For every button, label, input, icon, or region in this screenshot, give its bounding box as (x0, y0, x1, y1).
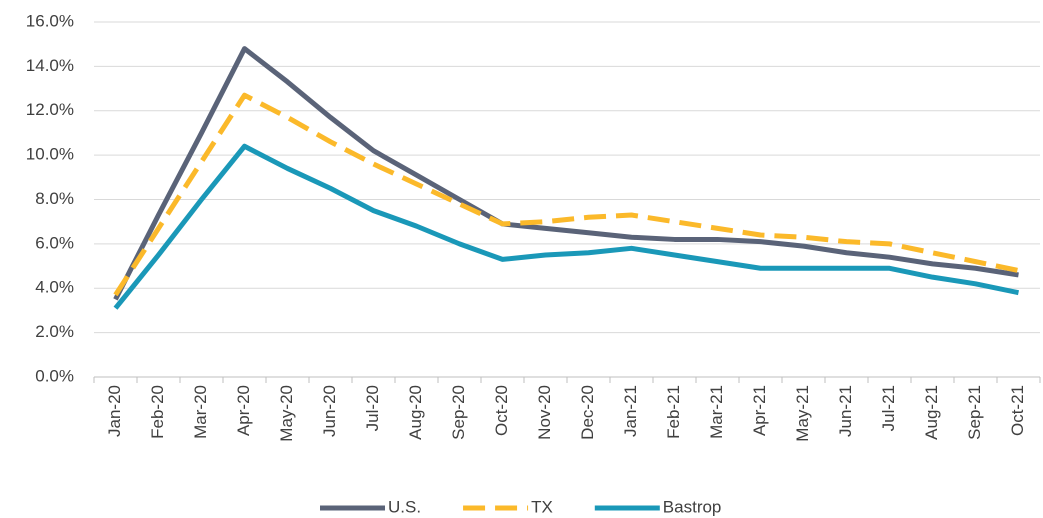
x-tick-label: Jun-21 (836, 385, 855, 437)
x-tick-label: Mar-21 (707, 385, 726, 439)
x-tick-label: Sep-20 (449, 385, 468, 440)
x-tick-label: Jun-20 (320, 385, 339, 437)
series-line (113, 46, 1019, 301)
series-line (113, 143, 1020, 310)
x-tick-label: Oct-20 (492, 385, 511, 436)
x-tick-label: Feb-20 (148, 385, 167, 439)
x-tick-label: Aug-21 (922, 385, 941, 440)
x-tick-label: Aug-20 (406, 385, 425, 440)
x-tick-label: Jul-20 (363, 385, 382, 431)
x-tick-label: Jan-20 (105, 385, 124, 437)
x-tick-label: Jan-21 (621, 385, 640, 437)
y-tick-label: 8.0% (35, 189, 74, 208)
legend-label: U.S. (388, 497, 421, 516)
x-tick-label: Sep-21 (965, 385, 984, 440)
y-tick-label: 4.0% (35, 278, 74, 297)
x-tick-label: Mar-20 (191, 385, 210, 439)
y-tick-label: 6.0% (35, 233, 74, 252)
x-tick-label: Feb-21 (664, 385, 683, 439)
y-tick-label: 0.0% (35, 366, 74, 385)
x-tick-label: Oct-21 (1008, 385, 1027, 436)
y-tick-label: 16.0% (26, 11, 74, 30)
y-tick-label: 14.0% (26, 56, 74, 75)
y-tick-label: 10.0% (26, 145, 74, 164)
x-tick-label: Apr-21 (750, 385, 769, 436)
x-tick-label: Nov-20 (535, 385, 554, 440)
y-tick-label: 12.0% (26, 100, 74, 119)
legend-label: Bastrop (663, 497, 722, 516)
x-tick-label: Dec-20 (578, 385, 597, 440)
series-line (113, 92, 1020, 297)
legend-label: TX (531, 497, 553, 516)
x-tick-label: Jul-21 (879, 385, 898, 431)
x-tick-label: May-20 (277, 385, 296, 442)
x-tick-label: May-21 (793, 385, 812, 442)
y-tick-label: 2.0% (35, 322, 74, 341)
x-tick-label: Apr-20 (234, 385, 253, 436)
